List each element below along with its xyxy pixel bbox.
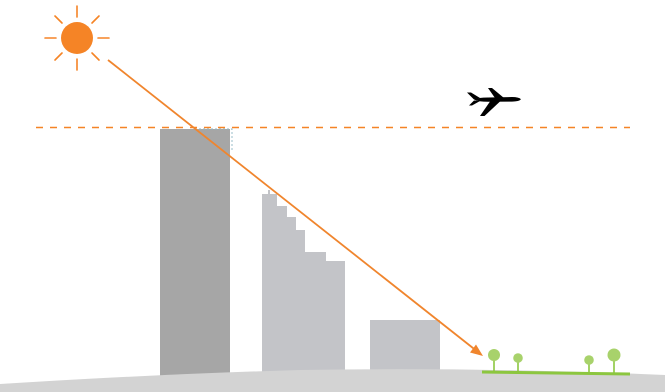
stepped-building — [262, 190, 345, 381]
grass-strip — [481, 370, 631, 376]
ground — [0, 369, 665, 392]
tree — [584, 355, 594, 373]
setback-guide — [195, 128, 233, 150]
airplane-icon — [467, 88, 521, 116]
tree — [513, 353, 523, 372]
tree — [488, 349, 500, 372]
tall-tower — [160, 129, 230, 381]
tree — [607, 348, 621, 373]
sun-beam — [107, 59, 479, 353]
sun-icon — [44, 5, 110, 71]
arrow-head — [470, 344, 483, 356]
